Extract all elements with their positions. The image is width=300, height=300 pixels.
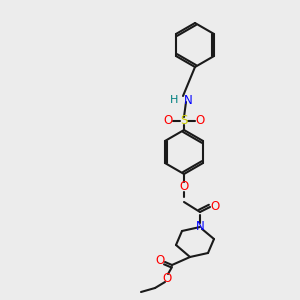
Text: O: O — [195, 115, 205, 128]
Text: O: O — [155, 254, 165, 266]
Text: O: O — [162, 272, 172, 284]
Text: N: N — [196, 220, 204, 233]
Text: N: N — [184, 94, 193, 106]
Text: O: O — [179, 181, 189, 194]
Text: O: O — [164, 115, 172, 128]
Text: H: H — [169, 95, 178, 105]
Text: O: O — [210, 200, 220, 214]
Text: S: S — [180, 115, 188, 128]
